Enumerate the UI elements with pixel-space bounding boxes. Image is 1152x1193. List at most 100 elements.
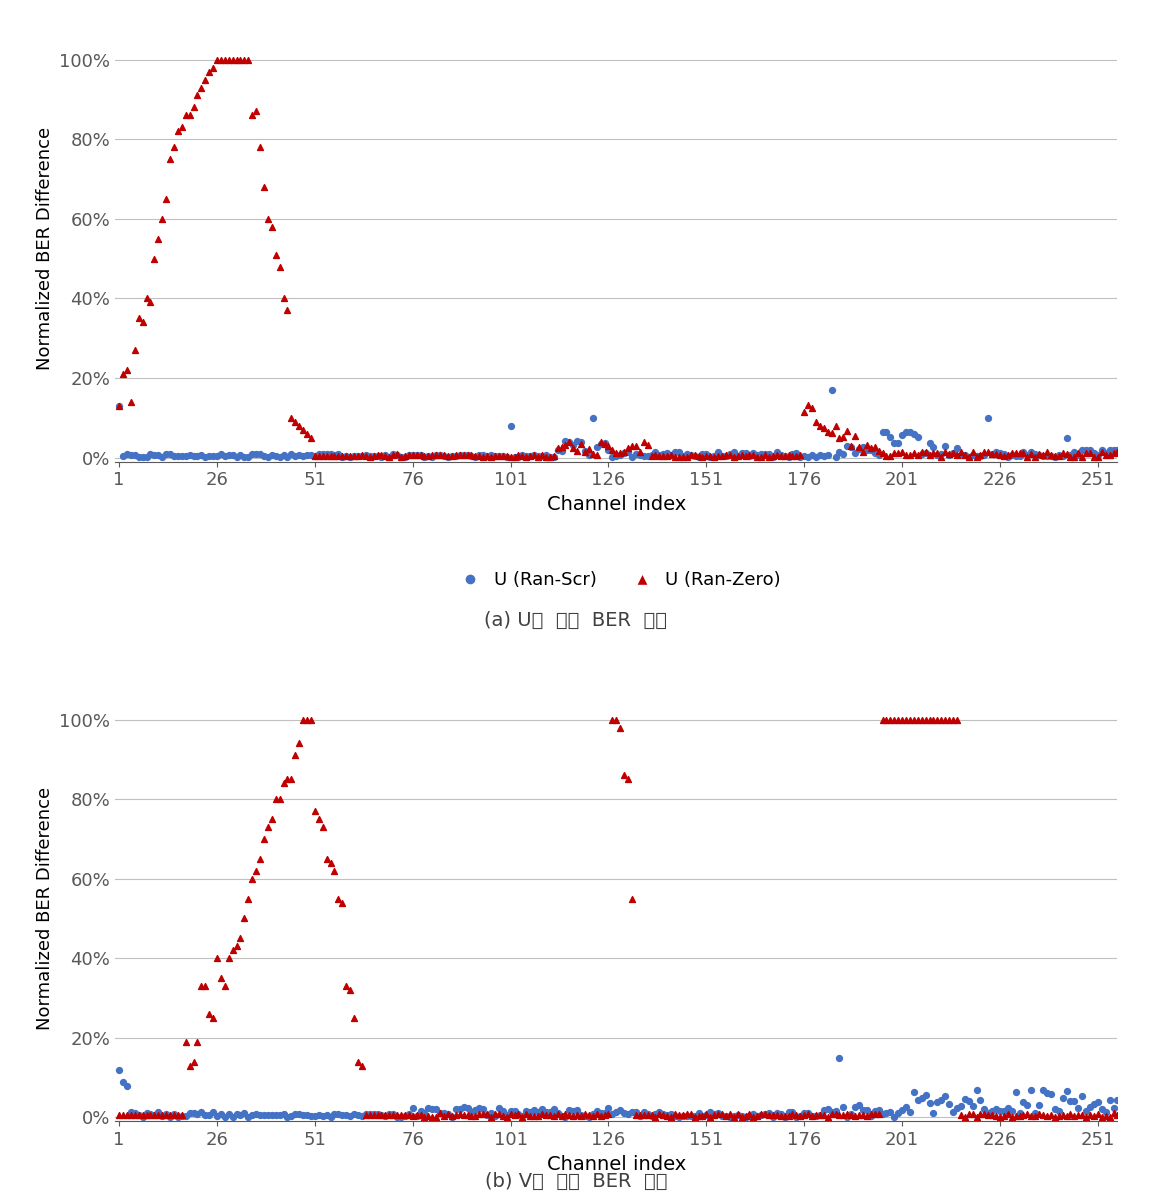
Point <box>134 1107 152 1126</box>
Point <box>286 413 304 432</box>
Point <box>912 443 931 462</box>
Point <box>1085 444 1104 463</box>
Point <box>274 289 293 308</box>
Point <box>431 1104 449 1123</box>
Point <box>384 446 402 465</box>
Point <box>1030 1105 1048 1124</box>
Point <box>1002 1101 1021 1120</box>
Point <box>669 1107 688 1126</box>
Point <box>380 1105 399 1124</box>
Point <box>1022 1081 1040 1100</box>
Point <box>666 1105 684 1124</box>
Point <box>114 364 132 383</box>
Point <box>744 444 763 463</box>
Point <box>736 446 755 465</box>
Point <box>298 710 317 729</box>
Point <box>643 446 661 465</box>
Point <box>223 50 242 69</box>
Point <box>302 446 320 465</box>
Point <box>142 445 160 464</box>
Point <box>713 446 732 465</box>
Point <box>356 1106 374 1125</box>
Point <box>548 439 567 458</box>
Point <box>803 446 821 465</box>
Point <box>450 1105 469 1124</box>
Point <box>916 443 934 462</box>
Point <box>1010 443 1029 462</box>
Point <box>901 710 919 729</box>
Point <box>118 444 136 463</box>
Point <box>415 446 433 465</box>
Point <box>447 446 465 465</box>
Point <box>168 122 187 141</box>
Point <box>294 446 312 465</box>
Point <box>721 445 740 464</box>
Point <box>1007 446 1025 465</box>
Point <box>434 445 453 464</box>
Point <box>752 447 771 466</box>
Point <box>467 1100 485 1119</box>
Point <box>305 447 324 466</box>
Point <box>705 1106 723 1125</box>
Point <box>400 445 418 464</box>
Point <box>1061 1105 1079 1124</box>
Point <box>780 1107 798 1126</box>
Point <box>1077 1107 1096 1126</box>
Point <box>916 1086 934 1105</box>
Point <box>1100 445 1119 464</box>
Point <box>506 1106 524 1125</box>
Point <box>325 446 343 465</box>
Point <box>462 1106 480 1125</box>
Point <box>521 446 539 465</box>
Point <box>470 1105 488 1124</box>
Point <box>458 445 477 464</box>
Point <box>431 446 449 465</box>
Point <box>662 445 681 464</box>
Point <box>920 445 939 464</box>
Point <box>952 1096 970 1115</box>
Point <box>114 446 132 465</box>
Point <box>935 710 954 729</box>
Point <box>376 446 394 465</box>
Point <box>1085 1107 1104 1126</box>
Point <box>212 445 230 464</box>
Point <box>482 445 500 464</box>
Point <box>235 1104 253 1123</box>
Point <box>134 313 152 332</box>
Point <box>310 810 328 829</box>
Point <box>200 1106 219 1125</box>
Point <box>1033 446 1052 465</box>
Point <box>184 1052 203 1071</box>
Point <box>251 1106 270 1125</box>
Point <box>439 1105 457 1124</box>
Point <box>584 1105 602 1124</box>
Point <box>403 1107 422 1126</box>
Point <box>501 1101 520 1120</box>
Point <box>963 1105 982 1124</box>
Point <box>775 446 794 465</box>
Point <box>243 106 262 125</box>
Point <box>627 1106 645 1125</box>
Point <box>983 445 1001 464</box>
Point <box>447 1099 465 1118</box>
Point <box>862 1105 880 1124</box>
Point <box>638 447 657 466</box>
Point <box>537 1105 555 1124</box>
Point <box>748 1106 766 1125</box>
Point <box>467 1106 485 1125</box>
Point <box>901 445 919 464</box>
Point <box>1041 446 1060 465</box>
Point <box>501 416 520 435</box>
Point <box>364 1106 382 1125</box>
Point <box>862 439 880 458</box>
Point <box>344 1008 363 1027</box>
Point <box>920 1093 939 1112</box>
Point <box>791 1106 810 1125</box>
Point <box>486 1106 505 1125</box>
Point <box>721 446 740 465</box>
Point <box>568 1106 586 1125</box>
Point <box>498 446 516 465</box>
Point <box>588 446 606 465</box>
Point <box>999 1099 1017 1118</box>
Point <box>525 1107 544 1126</box>
